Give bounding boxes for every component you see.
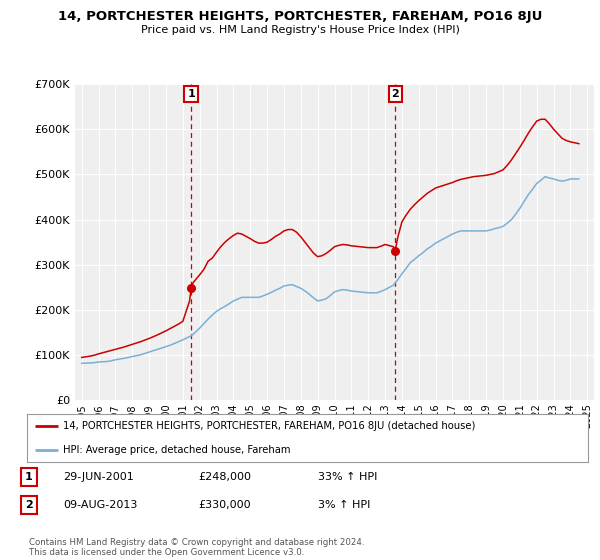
Text: Price paid vs. HM Land Registry's House Price Index (HPI): Price paid vs. HM Land Registry's House … xyxy=(140,25,460,35)
Text: 29-JUN-2001: 29-JUN-2001 xyxy=(63,472,134,482)
Text: 14, PORTCHESTER HEIGHTS, PORTCHESTER, FAREHAM, PO16 8JU (detached house): 14, PORTCHESTER HEIGHTS, PORTCHESTER, FA… xyxy=(64,421,476,431)
Text: Contains HM Land Registry data © Crown copyright and database right 2024.
This d: Contains HM Land Registry data © Crown c… xyxy=(29,538,364,557)
Text: 09-AUG-2013: 09-AUG-2013 xyxy=(63,500,137,510)
Text: 2: 2 xyxy=(391,88,399,99)
Text: 14, PORTCHESTER HEIGHTS, PORTCHESTER, FAREHAM, PO16 8JU: 14, PORTCHESTER HEIGHTS, PORTCHESTER, FA… xyxy=(58,10,542,23)
Text: 33% ↑ HPI: 33% ↑ HPI xyxy=(318,472,377,482)
Text: 3% ↑ HPI: 3% ↑ HPI xyxy=(318,500,370,510)
Text: HPI: Average price, detached house, Fareham: HPI: Average price, detached house, Fare… xyxy=(64,445,291,455)
Text: £248,000: £248,000 xyxy=(198,472,251,482)
Text: 2: 2 xyxy=(25,500,32,510)
Text: £330,000: £330,000 xyxy=(198,500,251,510)
Text: 1: 1 xyxy=(187,88,195,99)
Text: 1: 1 xyxy=(25,472,32,482)
